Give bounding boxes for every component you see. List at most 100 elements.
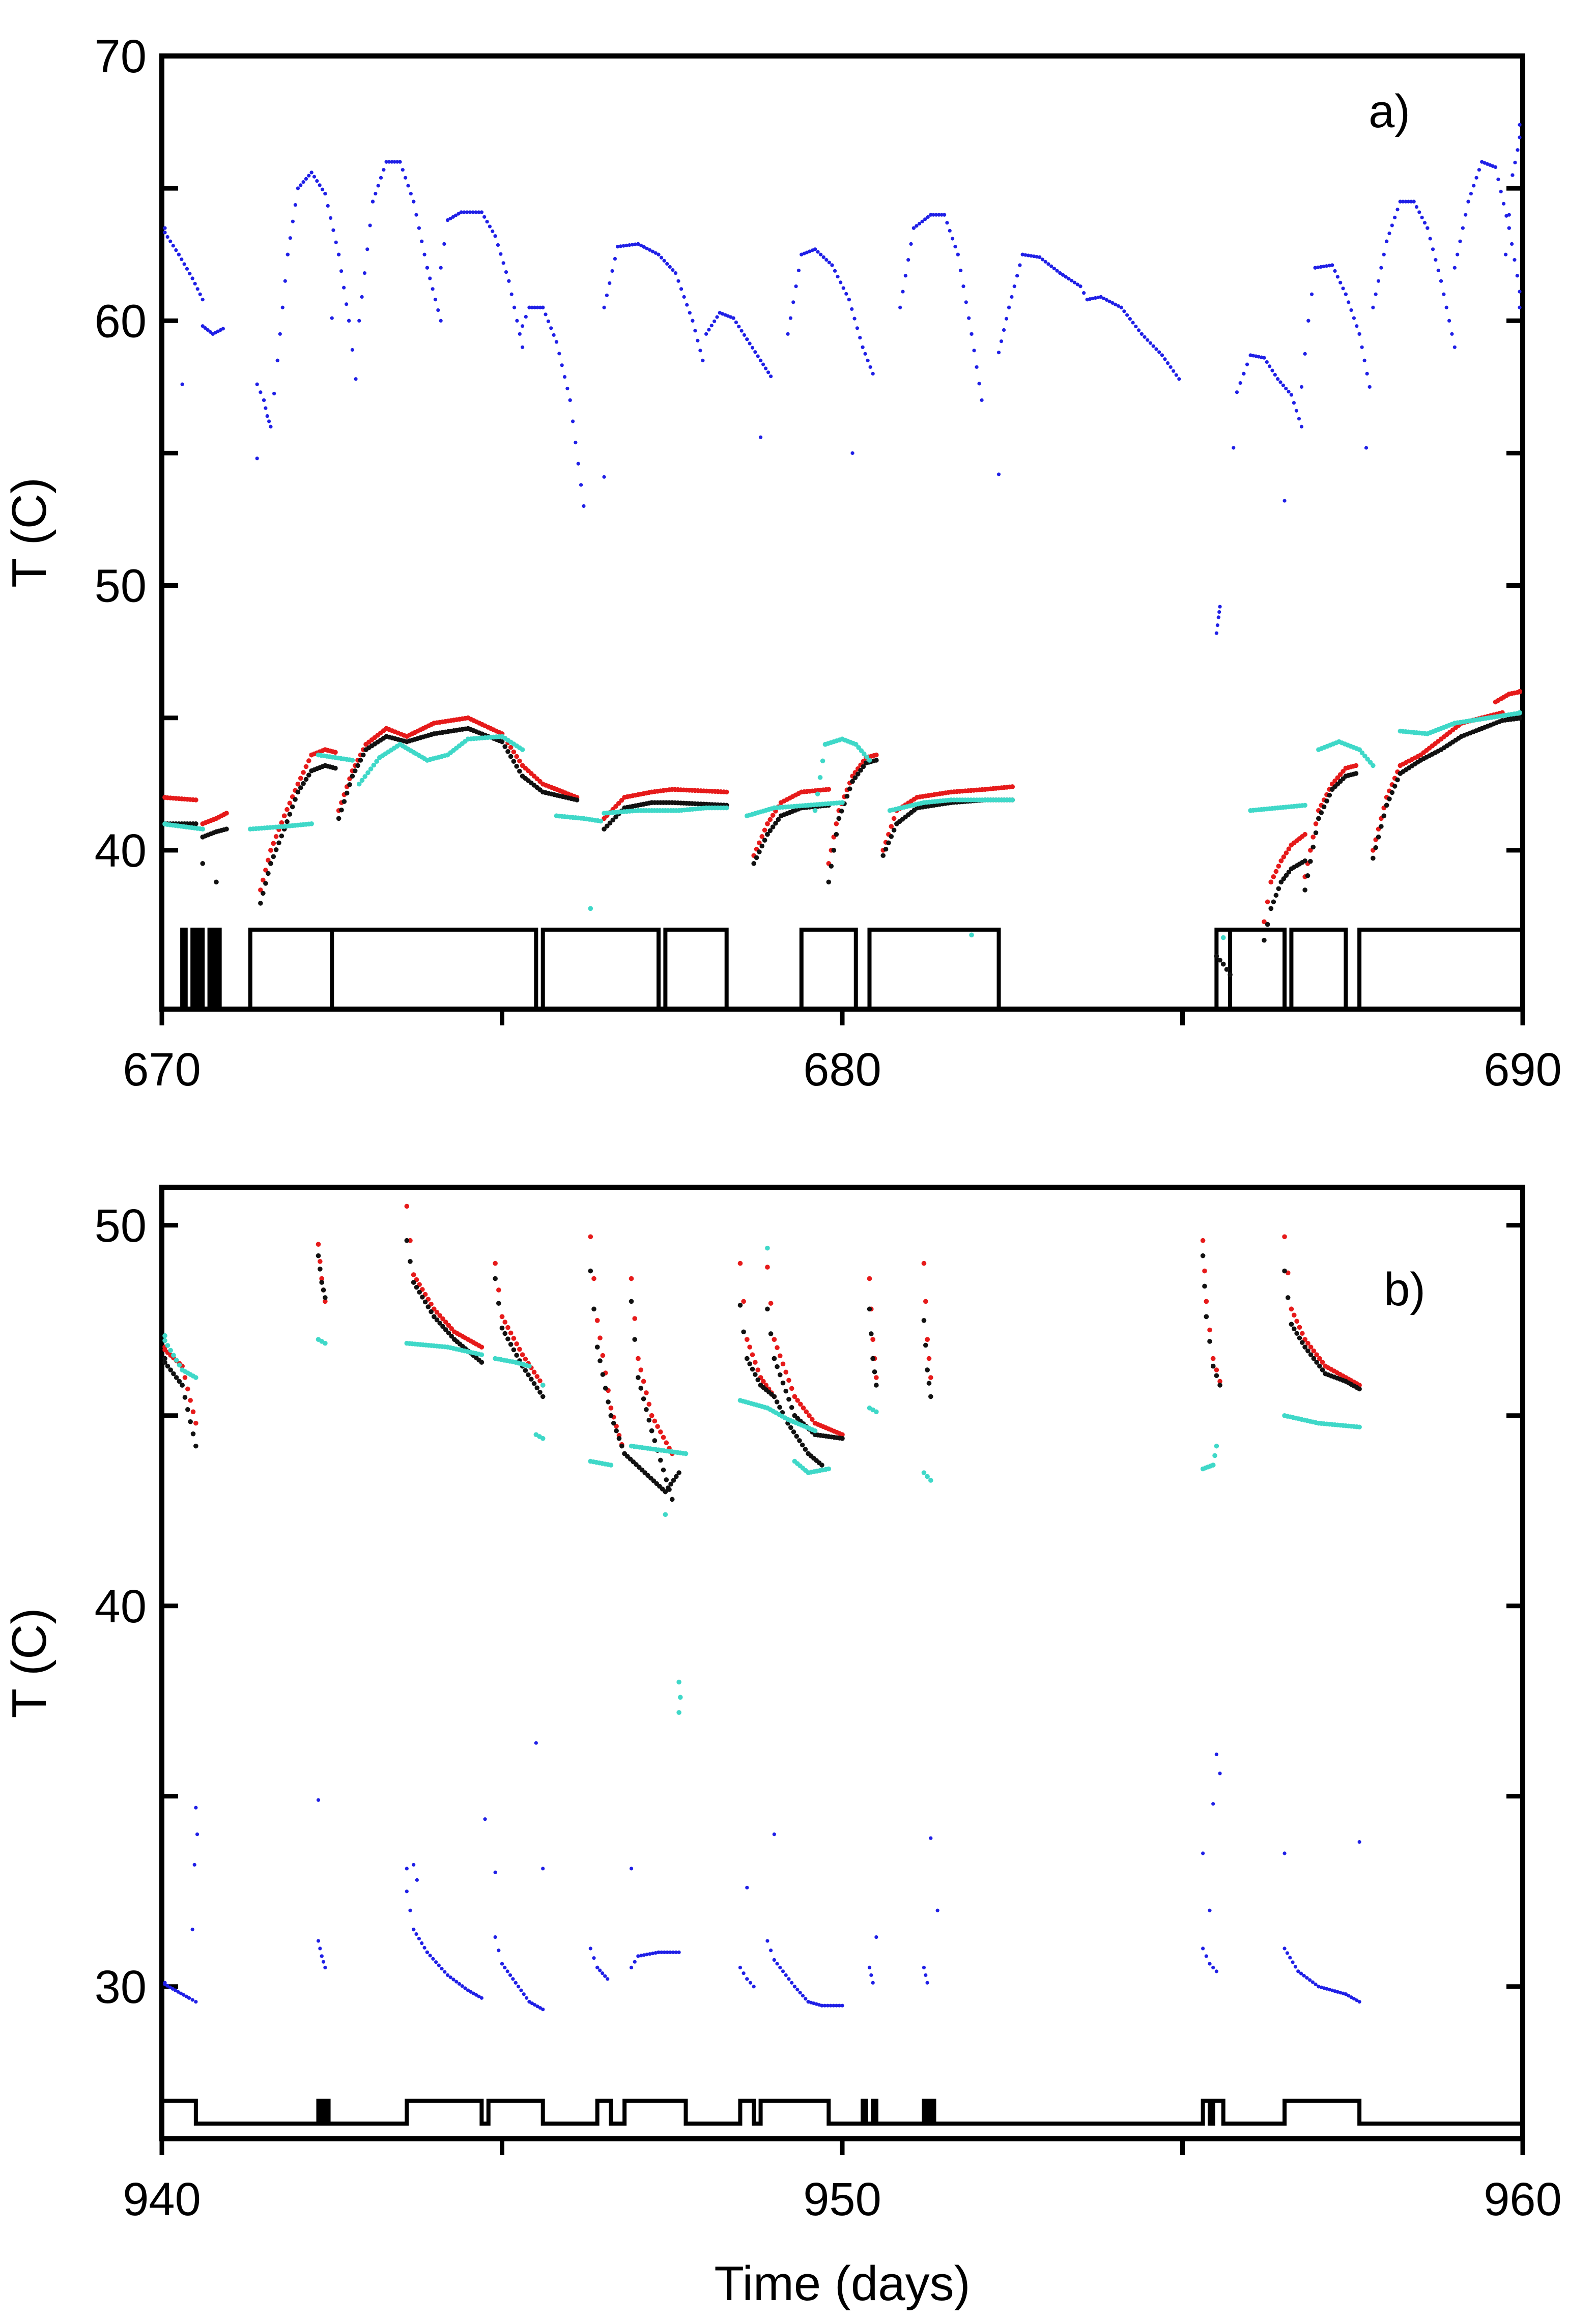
p2-black-point bbox=[928, 1394, 933, 1399]
p2-cyan-point bbox=[874, 1409, 879, 1415]
p2-blue-point bbox=[781, 1969, 785, 1973]
p2-blue-point bbox=[1291, 1960, 1295, 1964]
p1-blue-point bbox=[1507, 213, 1511, 217]
p1-blue-point bbox=[1270, 368, 1274, 372]
p2-black-point bbox=[1204, 1314, 1209, 1320]
p1-black-point bbox=[505, 749, 510, 754]
p1-x-tick-label: 670 bbox=[123, 1044, 201, 1096]
p2-blue-point bbox=[1288, 1956, 1292, 1960]
p1-x-tick-label: 680 bbox=[803, 1044, 881, 1096]
p1-blue-point bbox=[742, 333, 747, 337]
p1-blue-point bbox=[1442, 292, 1446, 296]
p1-blue-point bbox=[707, 328, 711, 332]
p2-black-point bbox=[619, 1443, 624, 1449]
p2-red-point bbox=[440, 1316, 445, 1322]
p1-blue-point bbox=[1154, 347, 1158, 351]
p2-blue-point bbox=[440, 1966, 444, 1971]
p1-blue-point bbox=[280, 305, 284, 309]
p2-red-point bbox=[765, 1265, 770, 1270]
p2-blue-point bbox=[503, 1965, 507, 1969]
p2-blue-point bbox=[752, 1985, 756, 1989]
p2-blue-point bbox=[924, 1973, 928, 1977]
p2-black-point bbox=[182, 1395, 188, 1400]
p1-black-point bbox=[574, 797, 580, 803]
p1-black-point bbox=[858, 767, 863, 773]
p1-blue-point bbox=[1472, 184, 1476, 188]
p2-black-point bbox=[775, 1364, 780, 1369]
p1-blue-point bbox=[858, 335, 862, 340]
p1-blue-point bbox=[382, 168, 386, 172]
p2-blue-point bbox=[194, 2000, 198, 2004]
p1-blue-point bbox=[1297, 417, 1301, 421]
p1-cyan-point bbox=[365, 770, 370, 776]
p1-black-point bbox=[1327, 792, 1332, 798]
p1-blue-point bbox=[1313, 266, 1317, 270]
p2-blue-point bbox=[184, 1994, 188, 1998]
p1-blue-point bbox=[315, 179, 319, 183]
p1-blue-point bbox=[688, 311, 692, 315]
p2-black-point bbox=[514, 1353, 519, 1358]
p1-black-point bbox=[1276, 886, 1281, 892]
p2-cyan-point bbox=[1214, 1443, 1219, 1449]
p2-blue-point bbox=[1357, 2000, 1361, 2004]
p2-x-tick-label: 940 bbox=[123, 2173, 201, 2225]
p1-blue-point bbox=[1422, 221, 1427, 225]
p2-cyan-point bbox=[765, 1245, 770, 1251]
p2-blue-point bbox=[1201, 1946, 1205, 1951]
p1-black-point bbox=[610, 817, 616, 823]
p2-red-point bbox=[761, 1379, 766, 1384]
p2-blue-point bbox=[1349, 1995, 1353, 1999]
p1-cyan-point bbox=[1365, 757, 1370, 762]
p2-red-point bbox=[534, 1374, 540, 1379]
p1-y-tick-label: 60 bbox=[95, 295, 147, 347]
p1-blue-point bbox=[871, 371, 875, 376]
p1-blue-point bbox=[1477, 168, 1481, 172]
p1-blue-point bbox=[362, 271, 367, 275]
p2-black-point bbox=[737, 1303, 743, 1308]
p2-blue-point bbox=[1308, 1978, 1312, 1982]
p2-blue-point bbox=[1347, 1994, 1351, 1998]
p1-black-point bbox=[1271, 899, 1276, 905]
p1-red-point bbox=[508, 744, 514, 750]
p1-red-point bbox=[1276, 864, 1281, 869]
p2-black-point bbox=[669, 1497, 675, 1502]
p1-blue-point bbox=[642, 245, 646, 249]
p1-red-point bbox=[303, 764, 309, 769]
p2-blue-point bbox=[642, 1953, 646, 1957]
p1-blue-point bbox=[1333, 269, 1337, 273]
p1-blue-point bbox=[1235, 390, 1239, 394]
p2-red-point bbox=[1300, 1331, 1305, 1336]
p1-black-point bbox=[1281, 876, 1287, 881]
p2-red-point bbox=[493, 1260, 498, 1266]
p1-blue-point bbox=[970, 332, 974, 336]
p2-blue-point bbox=[629, 1965, 634, 1969]
p2-black-point bbox=[425, 1304, 431, 1309]
p1-red-point bbox=[333, 750, 338, 755]
p1-blue-point bbox=[354, 377, 358, 381]
p1-blue-point bbox=[1371, 305, 1375, 309]
p2-red-point bbox=[792, 1394, 797, 1399]
p1-blue-point bbox=[1072, 280, 1077, 284]
p1-red-point bbox=[1265, 899, 1270, 905]
p1-black-point bbox=[293, 797, 298, 802]
p1-blue-point bbox=[636, 242, 640, 246]
p1-blue-point bbox=[493, 234, 497, 238]
p1-blue-point bbox=[1070, 278, 1074, 283]
p1-blue-point bbox=[1493, 165, 1498, 169]
p1-blue-point bbox=[1431, 247, 1435, 251]
p1-blue-point bbox=[428, 276, 432, 280]
p1-blue-point bbox=[1499, 189, 1503, 193]
p1-cyan-point bbox=[815, 791, 820, 797]
p1-blue-point bbox=[1338, 280, 1343, 284]
p2-black-point bbox=[496, 1301, 501, 1306]
p1-black-point bbox=[336, 816, 341, 821]
p1-black-point bbox=[1302, 887, 1307, 893]
p1-blue-point bbox=[1376, 279, 1381, 283]
p1-black-point bbox=[1321, 804, 1327, 810]
p2-black-point bbox=[404, 1238, 410, 1243]
p2-red-point bbox=[319, 1276, 324, 1281]
p1-cyan-point bbox=[368, 766, 374, 771]
p1-blue-point bbox=[392, 160, 396, 164]
p2-blue-point bbox=[738, 1965, 743, 1969]
p1-black-point bbox=[263, 881, 268, 886]
